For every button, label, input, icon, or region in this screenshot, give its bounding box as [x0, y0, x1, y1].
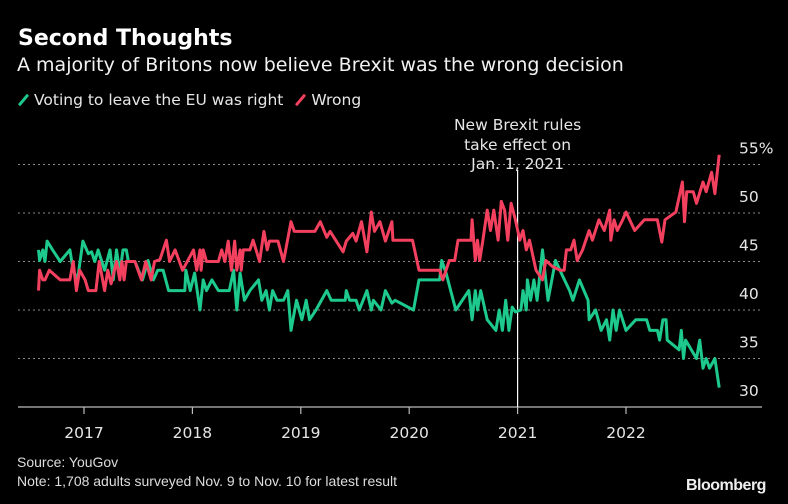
annotation: New Brexit rules take effect on Jan. 1, … [454, 116, 581, 407]
annotation-text-line-2: take effect on [464, 136, 571, 154]
x-tick-label: 2020 [389, 424, 428, 442]
series-line-wrong [37, 154, 721, 293]
y-axis-labels: 30 35 40 45 50 55% [739, 140, 773, 401]
y-tick-label: 50 [739, 188, 759, 206]
bloomberg-logo: Bloomberg [686, 477, 766, 494]
legend: Voting to leave the EU was right Wrong [17, 91, 373, 109]
legend-label-right: Voting to leave the EU was right [34, 91, 284, 109]
x-tick-label: 2019 [281, 424, 320, 442]
gridlines [18, 164, 762, 408]
series-line-right [37, 239, 721, 388]
x-tick-label: 2022 [606, 424, 645, 442]
footnote: Note: 1,708 adults surveyed Nov. 9 to No… [17, 473, 398, 489]
chart-subtitle: A majority of Britons now believe Brexit… [17, 54, 624, 76]
x-tick-label: 2021 [498, 424, 537, 442]
y-tick-label: 55% [739, 140, 773, 158]
x-axis: 2017 2018 2019 2020 2021 2022 [64, 407, 646, 442]
x-tick-label: 2017 [64, 424, 103, 442]
chart-title: Second Thoughts [18, 26, 233, 51]
legend-item-right: Voting to leave the EU was right [17, 91, 284, 109]
x-tick-label: 2018 [173, 424, 212, 442]
series-lines [37, 154, 721, 388]
y-tick-label: 40 [739, 285, 759, 303]
y-tick-label: 45 [739, 237, 759, 255]
source-note: Source: YouGov [17, 454, 119, 470]
legend-item-wrong: Wrong [295, 91, 361, 109]
y-tick-label: 30 [739, 382, 759, 400]
y-tick-label: 35 [739, 334, 759, 352]
legend-label-wrong: Wrong [311, 91, 362, 109]
annotation-text-line-1: New Brexit rules [454, 116, 581, 134]
annotation-text-line-3: Jan. 1, 2021 [470, 155, 564, 173]
